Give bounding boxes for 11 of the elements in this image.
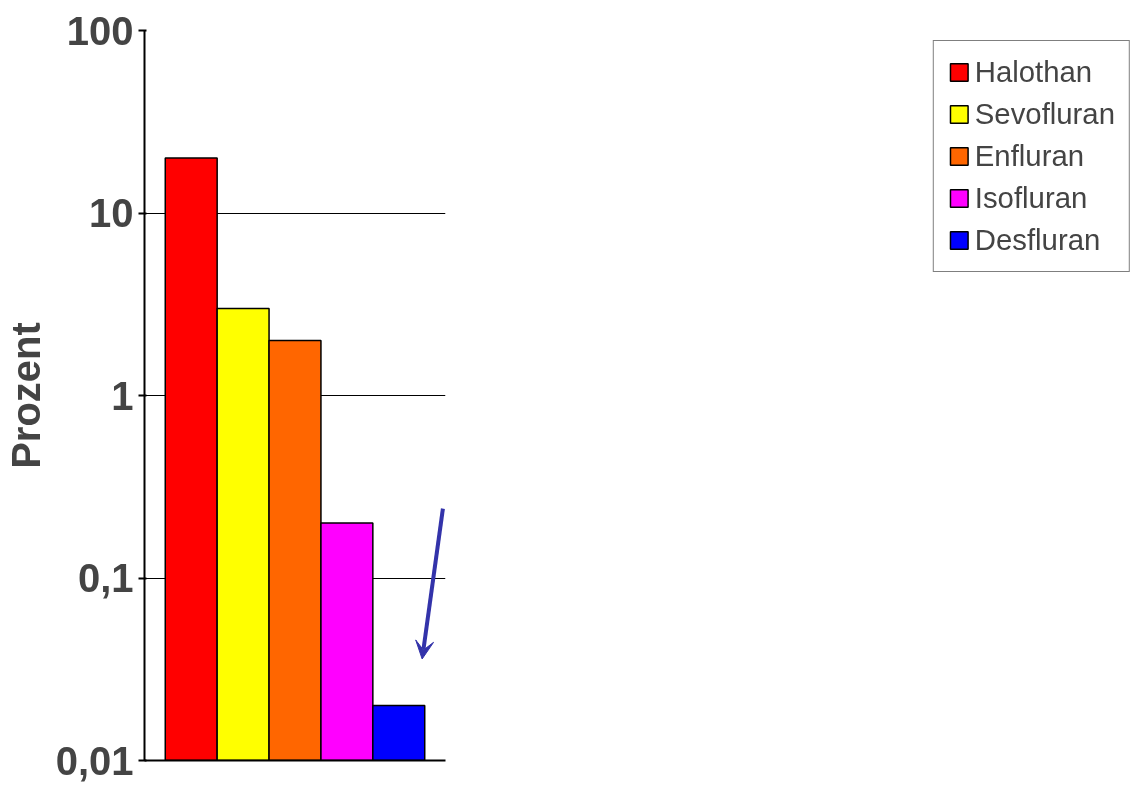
y-axis-title: Prozent: [3, 322, 48, 469]
y-tick-label: 0,01: [55, 738, 134, 783]
legend-label: Sevofluran: [974, 97, 1115, 131]
y-tick-label: 100: [66, 8, 134, 53]
legend-label: Isofluran: [974, 181, 1088, 215]
legend-label: Desfluran: [974, 223, 1101, 257]
y-tick-label: 0,1: [77, 556, 134, 600]
legend-label: Halothan: [974, 55, 1093, 89]
y-tick-label: 1: [111, 373, 134, 418]
legend-label: Enfluran: [974, 139, 1085, 173]
y-tick-label: 10: [89, 191, 134, 235]
